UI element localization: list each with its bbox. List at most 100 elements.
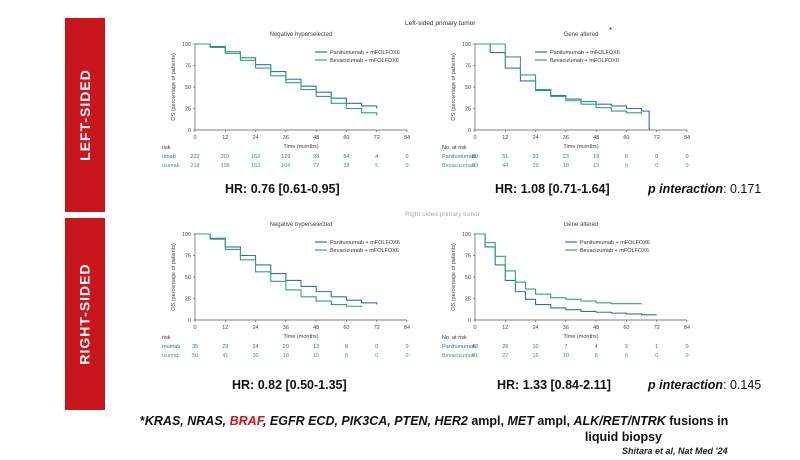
risk-value: 0 (405, 344, 408, 350)
risk-value: 54 (343, 154, 349, 160)
series-line-panitumumab (475, 233, 657, 316)
p-interaction-right: p interaction: 0.145 (648, 378, 762, 392)
risk-value: 222 (190, 154, 199, 160)
y-tick-label: 50 (185, 85, 191, 91)
footnote: *KRAS, NRAS, BRAF, EGFR ECD, PIK3CA, PTE… (140, 414, 729, 444)
x-tick-label: 12 (502, 135, 508, 141)
risk-value: 23 (563, 154, 569, 160)
risk-value: 8 (345, 353, 348, 359)
y-axis-label: OS (percentage of patients) (171, 243, 177, 311)
risk-value: 10 (563, 353, 569, 359)
risk-value: 7 (564, 344, 567, 350)
risk-header: risk (162, 145, 171, 151)
x-tick-label: 48 (313, 325, 319, 331)
risk-value: 198 (221, 163, 230, 169)
x-tick-label: 72 (654, 135, 660, 141)
risk-header: risk (162, 335, 171, 341)
title-asterisk: * (609, 26, 612, 35)
risk-value: 0 (685, 344, 688, 350)
y-tick-label: 0 (468, 128, 471, 134)
risk-value: 6 (625, 154, 628, 160)
risk-value: 4 (595, 344, 598, 350)
risk-value: 18 (563, 163, 569, 169)
risk-value: 0 (685, 154, 688, 160)
risk-value: 49 (472, 163, 478, 169)
risk-value: 0 (685, 353, 688, 359)
risk-value: 4 (375, 154, 378, 160)
risk-value: 163 (251, 163, 260, 169)
risk-value: 72 (313, 163, 319, 169)
y-axis-label: OS (percentage of patients) (451, 243, 457, 311)
risk-value: 16 (533, 353, 539, 359)
risk-header: No. at risk (442, 145, 467, 151)
x-tick-label: 12 (222, 135, 228, 141)
x-tick-label: 12 (222, 325, 228, 331)
risk-row-label: izumab (162, 163, 180, 169)
y-tick-label: 50 (465, 85, 471, 91)
risk-value: 19 (593, 154, 599, 160)
x-tick-label: 24 (253, 135, 259, 141)
panel-title: Gene altered (564, 222, 599, 228)
risk-value: 30 (253, 353, 259, 359)
risk-value: 15 (313, 353, 319, 359)
y-tick-label: 100 (182, 232, 191, 238)
risk-value: 104 (281, 163, 290, 169)
risk-value: 129 (281, 154, 290, 160)
x-tick-label: 48 (313, 135, 319, 141)
y-tick-label: 75 (185, 64, 191, 70)
x-tick-label: 48 (593, 135, 599, 141)
y-tick-label: 75 (465, 254, 471, 260)
risk-value: 0 (405, 163, 408, 169)
x-tick-label: 24 (253, 325, 259, 331)
risk-value: 0 (405, 154, 408, 160)
risk-value: 18 (283, 353, 289, 359)
x-tick-label: 36 (563, 325, 569, 331)
x-tick-label: 60 (343, 325, 349, 331)
x-tick-label: 84 (404, 135, 410, 141)
risk-value: 162 (251, 154, 260, 160)
risk-value: 60 (472, 154, 478, 160)
risk-value: 0 (655, 163, 658, 169)
risk-row-label: Panitumumab (442, 344, 476, 350)
risk-value: 0 (375, 353, 378, 359)
series-line-bevacizumab (475, 233, 642, 305)
x-tick-label: 60 (623, 325, 629, 331)
y-tick-label: 75 (465, 64, 471, 70)
risk-value: 3 (625, 344, 628, 350)
risk-value: 28 (343, 163, 349, 169)
y-axis-label: OS (percentage of patients) (451, 53, 457, 121)
risk-value: 0 (655, 154, 658, 160)
legend-label: Bevacizumab + mFOLFOX6 (330, 58, 399, 64)
panel-title: Negative hyperselected (270, 222, 333, 228)
risk-value: 8 (345, 344, 348, 350)
x-tick-label: 0 (473, 135, 476, 141)
y-tick-label: 0 (188, 318, 191, 324)
x-tick-label: 0 (473, 325, 476, 331)
risk-value: 6 (625, 163, 628, 169)
x-tick-label: 24 (533, 325, 539, 331)
x-tick-label: 84 (684, 135, 690, 141)
legend-label: Bevacizumab + mFOLFOX6 (330, 248, 399, 254)
risk-header: No. at risk (442, 335, 467, 341)
risk-value: 10 (533, 344, 539, 350)
x-tick-label: 36 (283, 135, 289, 141)
risk-value: 201 (221, 154, 230, 160)
risk-value: 5 (375, 163, 378, 169)
y-tick-label: 50 (185, 275, 191, 281)
legend-label: Panitumumab + mFOLFOX6 (330, 50, 400, 56)
x-tick-label: 72 (654, 325, 660, 331)
super-title-bottom: Right-sided primary tumor (405, 211, 480, 218)
y-tick-label: 75 (185, 254, 191, 260)
risk-value: 24 (253, 344, 259, 350)
hr-right-negative: HR: 0.82 [0.50-1.35] (232, 378, 347, 392)
risk-value: 27 (502, 353, 508, 359)
risk-value: 0 (655, 353, 658, 359)
y-tick-label: 0 (188, 128, 191, 134)
risk-row-label: Bevacizumab (442, 353, 475, 359)
hr-left-negative: HR: 0.76 [0.61-0.95] (225, 182, 340, 196)
risk-row-label: Bevacizumab (442, 163, 475, 169)
x-tick-label: 60 (343, 135, 349, 141)
x-axis-label: Time (months) (563, 334, 598, 340)
y-axis-label: OS (percentage of patients) (171, 53, 177, 121)
